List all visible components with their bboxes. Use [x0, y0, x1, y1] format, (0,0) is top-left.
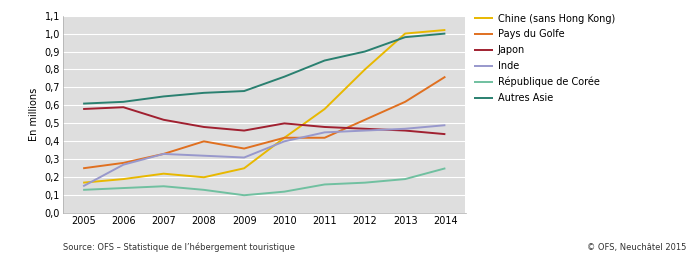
Y-axis label: En millions: En millions — [29, 88, 39, 141]
Autres Asie — [441, 32, 449, 35]
Chine (sans Hong Kong) — [441, 28, 449, 31]
République de Corée — [240, 194, 248, 197]
Pays du Golfe — [321, 136, 329, 139]
Japon — [360, 127, 369, 130]
Inde — [119, 163, 127, 166]
Japon — [441, 133, 449, 136]
Pays du Golfe — [240, 147, 248, 150]
Pays du Golfe — [401, 100, 410, 103]
Line: Chine (sans Hong Kong): Chine (sans Hong Kong) — [83, 30, 445, 183]
République de Corée — [160, 185, 168, 188]
Chine (sans Hong Kong) — [401, 32, 410, 35]
Legend: Chine (sans Hong Kong), Pays du Golfe, Japon, Inde, République de Corée, Autres : Chine (sans Hong Kong), Pays du Golfe, J… — [473, 14, 615, 103]
Pays du Golfe — [280, 136, 288, 139]
Line: Autres Asie: Autres Asie — [83, 34, 445, 104]
République de Corée — [79, 188, 88, 191]
Text: Source: OFS – Statistique de l’hébergement touristique: Source: OFS – Statistique de l’hébergeme… — [63, 243, 295, 252]
Chine (sans Hong Kong) — [240, 167, 248, 170]
République de Corée — [119, 186, 127, 190]
Autres Asie — [321, 59, 329, 62]
République de Corée — [401, 178, 410, 181]
Chine (sans Hong Kong) — [119, 178, 127, 181]
Japon — [240, 129, 248, 132]
Chine (sans Hong Kong) — [280, 136, 288, 139]
Pays du Golfe — [441, 75, 449, 78]
Line: République de Corée: République de Corée — [83, 168, 445, 195]
Japon — [321, 125, 329, 128]
Inde — [79, 185, 88, 188]
Pays du Golfe — [119, 161, 127, 165]
Chine (sans Hong Kong) — [79, 181, 88, 184]
Japon — [79, 107, 88, 110]
République de Corée — [321, 183, 329, 186]
Autres Asie — [199, 91, 208, 94]
Inde — [280, 140, 288, 143]
Pays du Golfe — [199, 140, 208, 143]
Japon — [119, 106, 127, 109]
Pays du Golfe — [360, 118, 369, 121]
Inde — [321, 131, 329, 134]
Inde — [401, 127, 410, 130]
Japon — [401, 129, 410, 132]
Inde — [160, 152, 168, 155]
Autres Asie — [401, 36, 410, 39]
Text: © OFS, Neuchâtel 2015: © OFS, Neuchâtel 2015 — [587, 243, 686, 252]
Autres Asie — [280, 75, 288, 78]
République de Corée — [280, 190, 288, 193]
République de Corée — [360, 181, 369, 184]
Chine (sans Hong Kong) — [199, 176, 208, 179]
Autres Asie — [119, 100, 127, 103]
Pays du Golfe — [160, 152, 168, 155]
République de Corée — [199, 188, 208, 191]
République de Corée — [441, 167, 449, 170]
Inde — [199, 154, 208, 157]
Inde — [441, 124, 449, 127]
Autres Asie — [160, 95, 168, 98]
Chine (sans Hong Kong) — [321, 107, 329, 110]
Autres Asie — [240, 89, 248, 93]
Line: Japon: Japon — [83, 107, 445, 134]
Japon — [160, 118, 168, 121]
Chine (sans Hong Kong) — [360, 68, 369, 71]
Pays du Golfe — [79, 167, 88, 170]
Chine (sans Hong Kong) — [160, 172, 168, 175]
Autres Asie — [79, 102, 88, 105]
Japon — [280, 122, 288, 125]
Line: Inde: Inde — [83, 125, 445, 186]
Inde — [240, 156, 248, 159]
Autres Asie — [360, 50, 369, 53]
Inde — [360, 129, 369, 132]
Line: Pays du Golfe: Pays du Golfe — [83, 77, 445, 168]
Japon — [199, 125, 208, 128]
